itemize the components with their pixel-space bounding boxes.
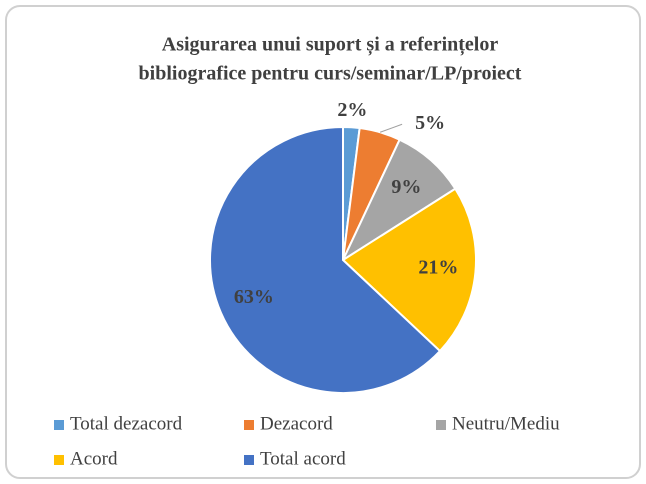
legend-label: Dezacord	[260, 413, 333, 434]
legend-label: Neutru/Mediu	[452, 413, 560, 434]
legend-marker	[244, 420, 254, 430]
legend-marker	[54, 420, 64, 430]
data-label: 21%	[418, 257, 458, 279]
pie-slice	[341, 187, 477, 353]
legend-marker	[54, 455, 64, 465]
leader-line	[379, 123, 403, 133]
legend-label: Total acord	[260, 448, 346, 469]
legend-marker	[436, 420, 446, 430]
legend-marker	[244, 455, 254, 465]
data-label: 2%	[337, 99, 367, 121]
pie-slice	[209, 125, 442, 394]
data-label: 5%	[415, 112, 445, 134]
chart-title: bibliografice pentru curs/seminar/LP/pro…	[139, 63, 522, 85]
data-label: 63%	[234, 286, 274, 308]
chart-title: Asigurarea unui suport și a referințelor	[162, 34, 499, 57]
data-label: 9%	[391, 176, 421, 198]
legend-label: Total dezacord	[70, 413, 183, 434]
legend-label: Acord	[70, 448, 118, 469]
